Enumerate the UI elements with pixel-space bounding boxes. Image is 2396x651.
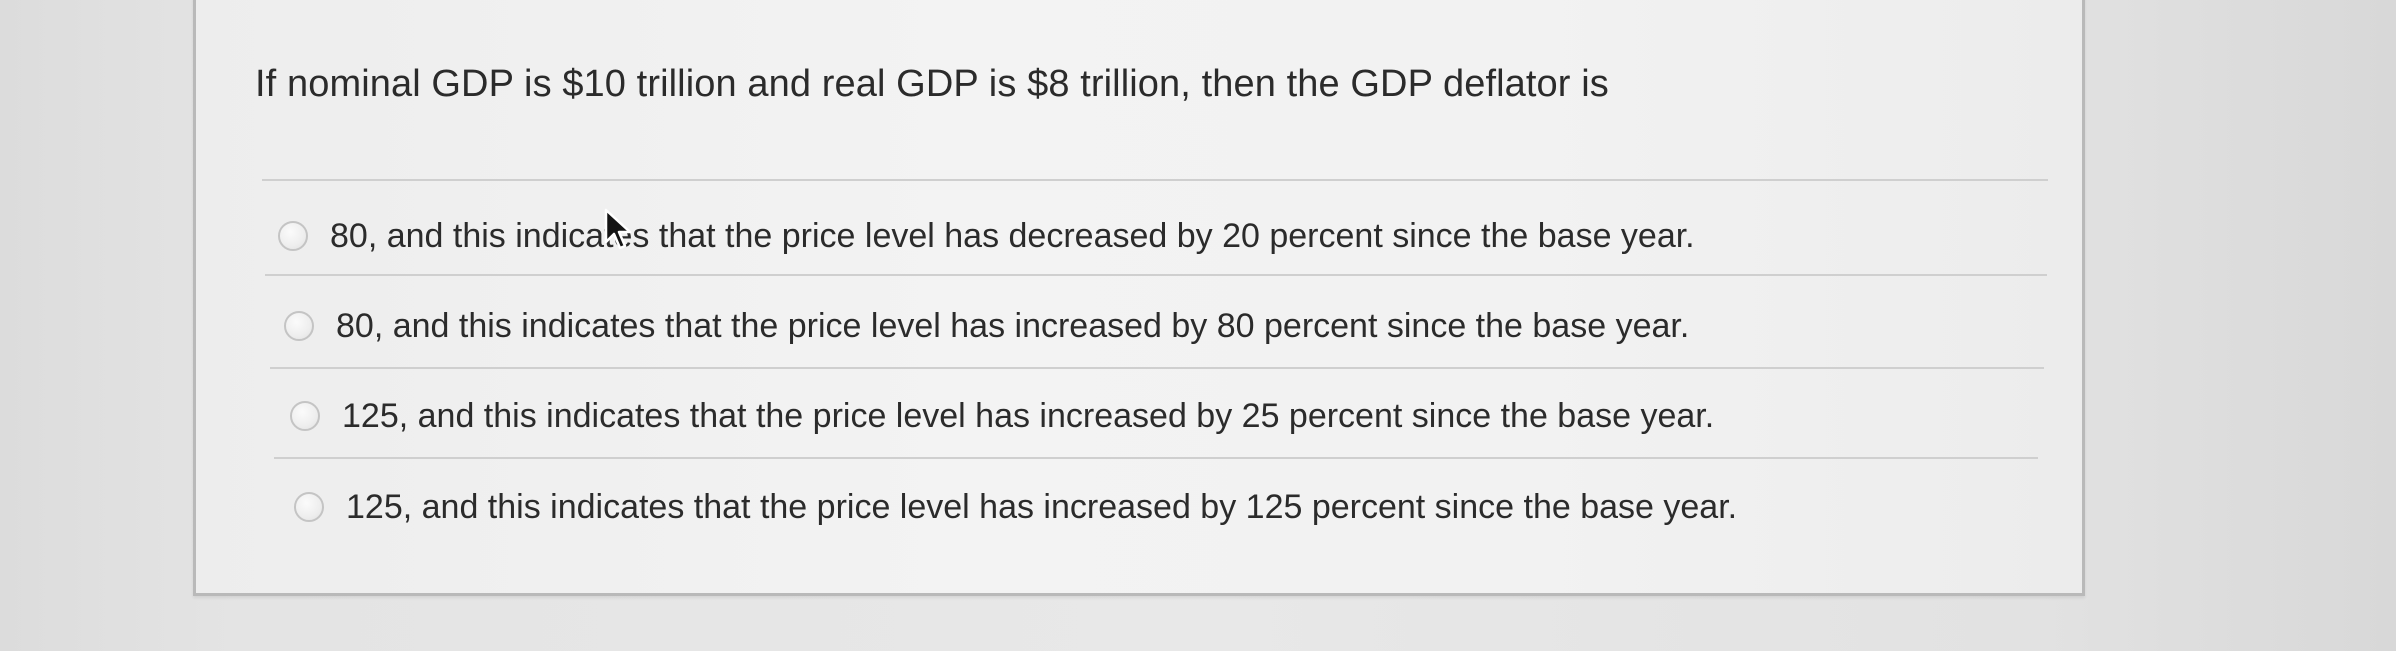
mouse-pointer-icon xyxy=(604,208,632,250)
question-divider xyxy=(262,179,2048,181)
question-card xyxy=(193,0,2085,596)
radio-button-icon[interactable] xyxy=(278,221,308,251)
answer-option-2[interactable]: 80, and this indicates that the price le… xyxy=(284,303,1689,349)
option-divider xyxy=(265,274,2047,276)
answer-option-3[interactable]: 125, and this indicates that the price l… xyxy=(290,393,1714,439)
question-text: If nominal GDP is $10 trillion and real … xyxy=(255,63,1609,105)
answer-option-label: 125, and this indicates that the price l… xyxy=(342,397,1715,435)
option-divider xyxy=(274,457,2038,459)
answer-option-1[interactable]: 80, and this indicates that the price le… xyxy=(278,213,1695,259)
answer-option-label: 80, and this indicates that the price le… xyxy=(336,307,1690,345)
answer-option-label: 125, and this indicates that the price l… xyxy=(346,488,1738,526)
answer-option-4[interactable]: 125, and this indicates that the price l… xyxy=(294,484,1737,530)
radio-button-icon[interactable] xyxy=(294,492,324,522)
answer-option-label: 80, and this indicates that the price le… xyxy=(330,217,1695,255)
radio-button-icon[interactable] xyxy=(290,401,320,431)
option-divider xyxy=(270,367,2044,369)
radio-button-icon[interactable] xyxy=(284,311,314,341)
